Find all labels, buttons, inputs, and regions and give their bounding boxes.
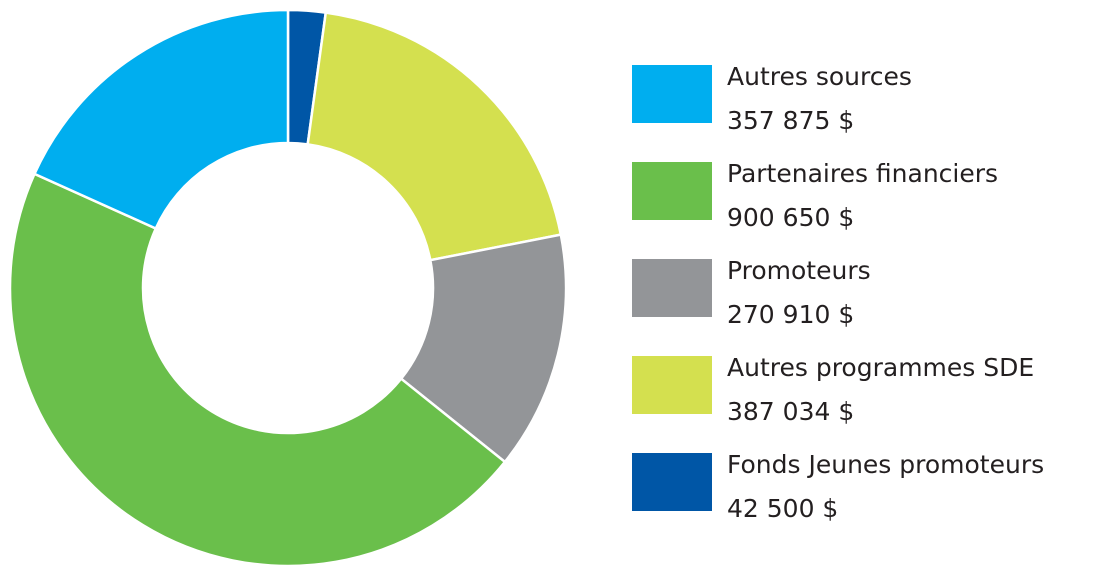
legend-label: Promoteurs <box>727 256 871 285</box>
donut-slice <box>32 8 290 231</box>
legend-label: Autres programmes SDE <box>727 353 1034 382</box>
legend-value: 270 910 $ <box>727 300 854 329</box>
legend-value: 900 650 $ <box>727 203 854 232</box>
legend-label: Partenaires financiers <box>727 159 998 188</box>
legend-value: 387 034 $ <box>727 397 854 426</box>
legend-label: Fonds Jeunes promoteurs <box>727 450 1044 479</box>
legend-swatch <box>632 162 712 220</box>
legend-label: Autres sources <box>727 62 912 91</box>
legend-swatch <box>632 259 712 317</box>
legend-swatch <box>632 65 712 123</box>
donut-slice <box>306 11 563 262</box>
donut-slice <box>8 172 507 565</box>
donut-slice <box>399 233 568 464</box>
legend-swatch <box>632 453 712 511</box>
legend-value: 357 875 $ <box>727 106 854 135</box>
legend-swatch <box>632 356 712 414</box>
legend-value: 42 500 $ <box>727 494 838 523</box>
